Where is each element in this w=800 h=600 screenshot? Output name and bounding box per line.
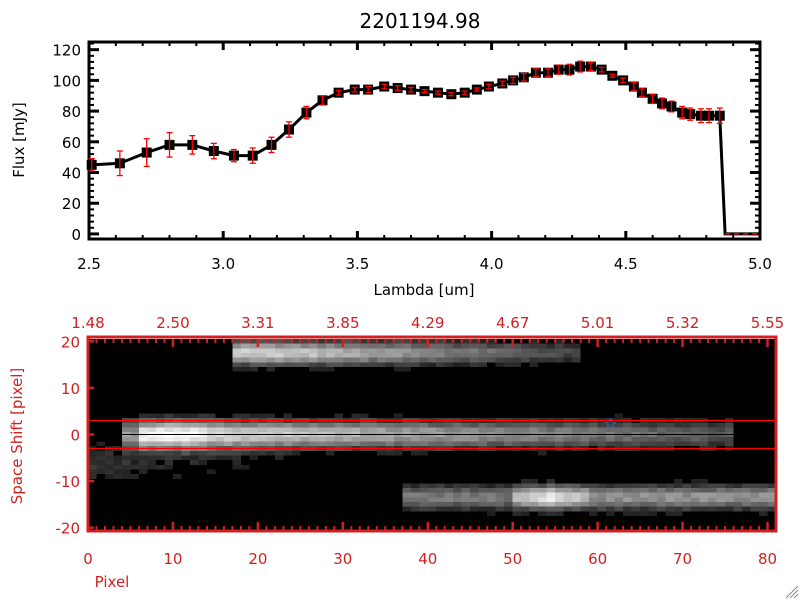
top-wavelength-tick-label: 5.32	[666, 314, 699, 332]
error-bar	[394, 85, 401, 92]
error-bar	[668, 100, 675, 113]
y-tick-label: 120	[52, 42, 81, 60]
y-tick-label: 0	[70, 427, 80, 445]
resize-grip-icon[interactable]	[785, 585, 799, 599]
top-wavelength-tick-label: 4.29	[411, 314, 444, 332]
error-bar	[609, 73, 616, 78]
x-tick-label: 80	[758, 550, 777, 568]
top-x-axis-label: Lambda [um]	[374, 281, 475, 299]
top-wavelength-tick-label: 2.50	[156, 314, 189, 332]
top-wavelength-tick-label: 3.85	[326, 314, 359, 332]
error-bar	[116, 150, 123, 177]
y-tick-label: 0	[71, 226, 81, 244]
error-bar	[638, 88, 645, 98]
y-tick-label: 100	[52, 72, 81, 90]
error-bar	[566, 63, 573, 76]
top-y-axis-label: Flux [mJy]	[10, 102, 28, 178]
error-bar	[210, 142, 217, 160]
error-bar	[268, 136, 275, 154]
error-bar	[166, 131, 173, 158]
bottom-y-axis-label: Space Shift [pixel]	[8, 368, 26, 505]
y-tick-label: 80	[62, 103, 81, 121]
error-bar	[143, 138, 150, 168]
error-bar	[620, 77, 627, 84]
error-bar	[544, 68, 551, 78]
error-bar	[520, 72, 527, 82]
x-tick-label: 50	[503, 550, 522, 568]
error-bar	[687, 107, 694, 121]
error-bar	[351, 86, 358, 93]
x-tick-label: 4.5	[614, 255, 638, 273]
y-tick-label: 20	[62, 195, 81, 213]
error-bar	[335, 89, 342, 96]
x-tick-label: 5.0	[748, 255, 772, 273]
error-bar	[716, 107, 723, 125]
error-bar	[587, 62, 594, 72]
error-bar	[285, 121, 292, 138]
error-bar	[230, 148, 237, 163]
image-plot: ☆ 0 1.48 10 2.50 20 3.31 30 3.85 40 4.29 50 4.67 60 5.…	[56, 314, 785, 568]
error-bar	[649, 93, 656, 105]
error-bar	[319, 95, 326, 106]
y-tick-label: -10	[56, 473, 81, 491]
error-bar	[510, 76, 517, 85]
error-bar	[421, 88, 428, 94]
x-tick-label: 20	[248, 550, 267, 568]
x-tick-label: 3.5	[345, 255, 369, 273]
x-tick-label: 10	[163, 550, 182, 568]
y-tick-label: 10	[61, 380, 80, 398]
top-wavelength-tick-label: 4.67	[496, 314, 529, 332]
error-bar	[697, 108, 704, 124]
error-bar	[88, 158, 95, 172]
error-bar	[577, 60, 584, 73]
x-tick-label: 2.5	[77, 255, 101, 273]
top-wavelength-tick-label: 1.48	[71, 314, 104, 332]
x-tick-label: 0	[83, 550, 93, 568]
error-bar	[381, 83, 388, 90]
bottom-x-axis-label: Pixel	[95, 573, 130, 591]
y-tick-label: -20	[56, 520, 81, 538]
x-tick-label: 70	[673, 550, 692, 568]
error-bar	[630, 82, 637, 92]
flux-plot: 2.5 3.0 3.5 4.0 4.5 5.0 0 20 40 60 80 100 120	[52, 40, 772, 273]
error-bar	[448, 92, 455, 97]
error-bar	[461, 90, 468, 95]
top-wavelength-tick-label: 3.31	[241, 314, 274, 332]
error-bar	[706, 108, 713, 124]
top-wavelength-tick-label: 5.01	[581, 314, 614, 332]
error-bar	[189, 135, 196, 155]
y-tick-label: 60	[62, 134, 81, 152]
source-star-marker: ☆	[603, 414, 617, 433]
x-tick-label: 30	[333, 550, 352, 568]
error-bar	[473, 87, 480, 92]
plot-title: 2201194.98	[360, 9, 481, 33]
error-bar	[598, 66, 605, 73]
error-bar	[408, 86, 415, 93]
x-tick-label: 60	[588, 550, 607, 568]
x-tick-label: 4.0	[480, 255, 504, 273]
x-tick-label: 40	[418, 550, 437, 568]
y-tick-label: 20	[61, 333, 80, 351]
error-bar	[555, 64, 562, 75]
error-bar	[679, 105, 686, 120]
x-tick-label: 3.0	[211, 255, 235, 273]
error-bar	[303, 105, 310, 120]
top-wavelength-tick-label: 5.55	[751, 314, 784, 332]
error-bar	[499, 80, 506, 87]
error-bar	[365, 85, 372, 94]
error-bar	[485, 83, 492, 90]
y-tick-label: 40	[62, 165, 81, 183]
error-bar	[434, 90, 441, 95]
error-bar	[249, 147, 256, 164]
error-bar	[532, 68, 539, 78]
error-bar	[659, 97, 666, 110]
